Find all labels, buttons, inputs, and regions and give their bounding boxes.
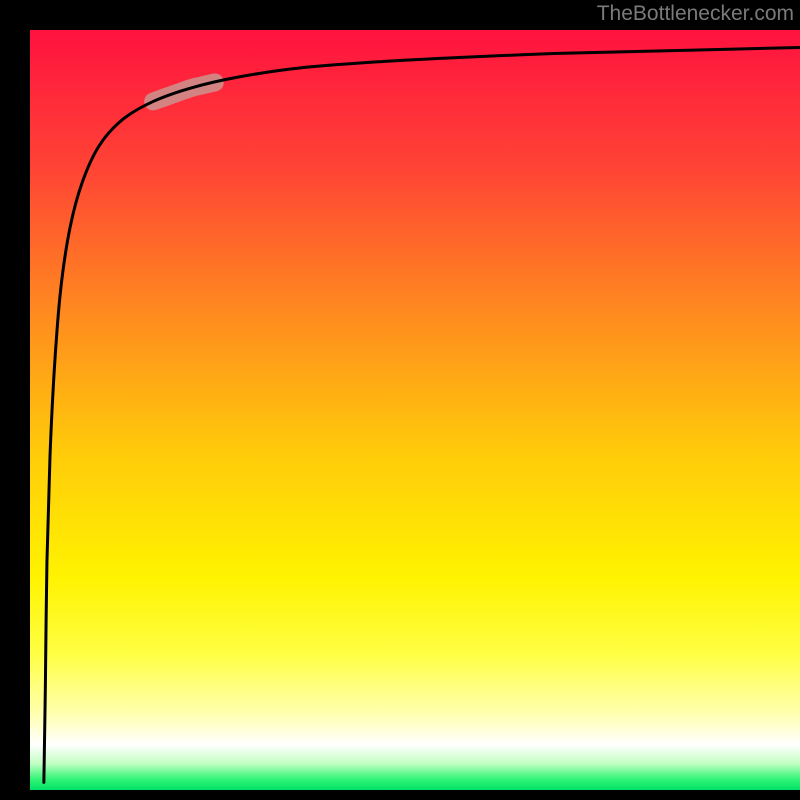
bottleneck-chart: [0, 0, 800, 800]
chart-container: TheBottlenecker.com: [0, 0, 800, 800]
plot-background: [30, 30, 800, 790]
watermark-text: TheBottlenecker.com: [597, 2, 794, 26]
